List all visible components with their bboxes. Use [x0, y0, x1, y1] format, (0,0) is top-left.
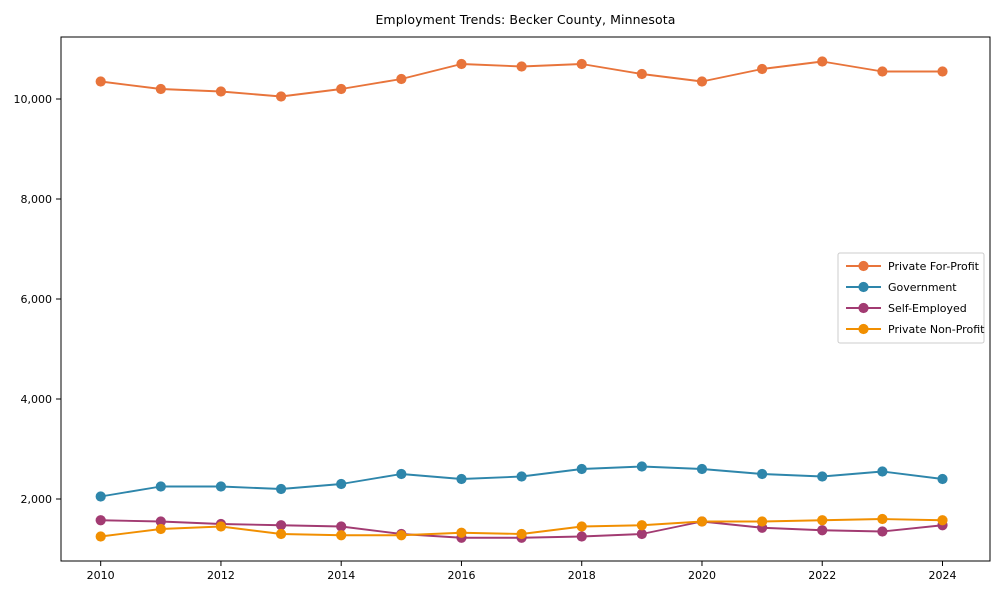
data-point-private-non-profit [516, 528, 527, 540]
data-point-private-for-profit [696, 76, 708, 87]
data-point-private-for-profit [275, 91, 287, 102]
y-axis-tick-label: 8,000 [21, 193, 53, 206]
data-point-private-non-profit [275, 528, 287, 540]
data-point-self-employed [817, 525, 828, 536]
data-point-private-non-profit [757, 516, 768, 527]
data-point-private-non-profit [95, 531, 106, 542]
x-axis-tick-label: 2014 [327, 569, 355, 582]
x-axis-tick-label: 2012 [207, 569, 235, 582]
data-point-self-employed [336, 521, 347, 532]
legend-entry-private-non-profit: Private Non-Profit [846, 323, 985, 336]
legend-box [837, 252, 985, 344]
legend-entry-self-employed: Self-Employed [846, 302, 967, 315]
data-point-government [696, 463, 708, 475]
y-axis-tick-label: 2,000 [21, 493, 53, 506]
data-point-self-employed [275, 520, 287, 531]
legend-label-government: Government [888, 281, 957, 294]
y-axis-tick-label: 4,000 [21, 393, 53, 406]
data-point-government [516, 471, 527, 482]
data-point-private-non-profit [336, 530, 347, 541]
data-point-private-non-profit [877, 513, 888, 525]
data-point-private-for-profit [877, 66, 888, 77]
data-point-government [456, 473, 467, 485]
x-axis-tick-label: 2016 [447, 569, 475, 582]
data-point-private-for-profit [336, 83, 347, 95]
legend-label-private-non-profit: Private Non-Profit [888, 323, 985, 336]
data-point-government [275, 483, 287, 495]
data-point-private-non-profit [636, 520, 647, 531]
data-point-self-employed [576, 531, 587, 542]
legend-entry-government: Government [846, 281, 957, 294]
data-point-self-employed [155, 516, 166, 527]
data-point-private-for-profit [516, 61, 527, 72]
data-point-government [937, 473, 948, 485]
data-point-government [215, 481, 227, 492]
data-point-private-for-profit [817, 56, 828, 67]
data-point-private-non-profit [817, 515, 828, 526]
chart-title: Employment Trends: Becker County, Minnes… [375, 12, 676, 27]
data-point-private-for-profit [215, 86, 227, 97]
data-point-private-non-profit [696, 516, 708, 527]
data-point-government [636, 461, 647, 472]
data-point-private-for-profit [155, 83, 166, 95]
data-point-private-non-profit [155, 523, 166, 535]
data-point-private-for-profit [757, 63, 768, 75]
legend-marker-private-for-profit [858, 260, 869, 272]
data-point-private-for-profit [95, 76, 106, 87]
legend-marker-government [858, 281, 869, 293]
legend-label-private-for-profit: Private For-Profit [888, 260, 980, 273]
legend-marker-private-non-profit [858, 323, 869, 335]
data-point-private-non-profit [576, 521, 587, 532]
data-point-private-for-profit [937, 66, 948, 77]
data-point-self-employed [877, 526, 888, 537]
y-axis-tick-label: 6,000 [21, 293, 53, 306]
data-point-private-for-profit [576, 58, 587, 70]
x-axis-tick-label: 2024 [928, 569, 956, 582]
data-point-self-employed [95, 515, 106, 526]
data-point-private-for-profit [396, 73, 407, 85]
data-point-government [877, 466, 888, 477]
legend-entry-private-for-profit: Private For-Profit [846, 260, 980, 273]
data-point-government [757, 468, 768, 480]
data-point-private-non-profit [937, 515, 948, 526]
x-axis-tick-label: 2010 [87, 569, 115, 582]
y-axis-tick-label: 10,000 [14, 93, 53, 106]
x-axis-tick-label: 2022 [808, 569, 836, 582]
data-point-private-non-profit [456, 527, 467, 538]
data-point-government [576, 463, 587, 475]
data-point-government [336, 478, 347, 490]
legend-marker-self-employed [858, 302, 869, 314]
data-point-government [817, 471, 828, 482]
legend-label-self-employed: Self-Employed [888, 302, 967, 315]
data-point-private-for-profit [636, 68, 647, 80]
data-point-private-non-profit [396, 530, 407, 541]
data-point-private-for-profit [456, 58, 467, 70]
data-point-government [155, 481, 166, 492]
data-point-self-employed [636, 528, 647, 540]
x-axis-tick-label: 2020 [688, 569, 716, 582]
x-axis-tick-label: 2018 [568, 569, 596, 582]
data-point-government [95, 491, 106, 502]
data-point-private-non-profit [215, 521, 227, 532]
legend: Private For-Profit Government Self-Employe… [837, 252, 985, 344]
data-point-government [396, 468, 407, 480]
